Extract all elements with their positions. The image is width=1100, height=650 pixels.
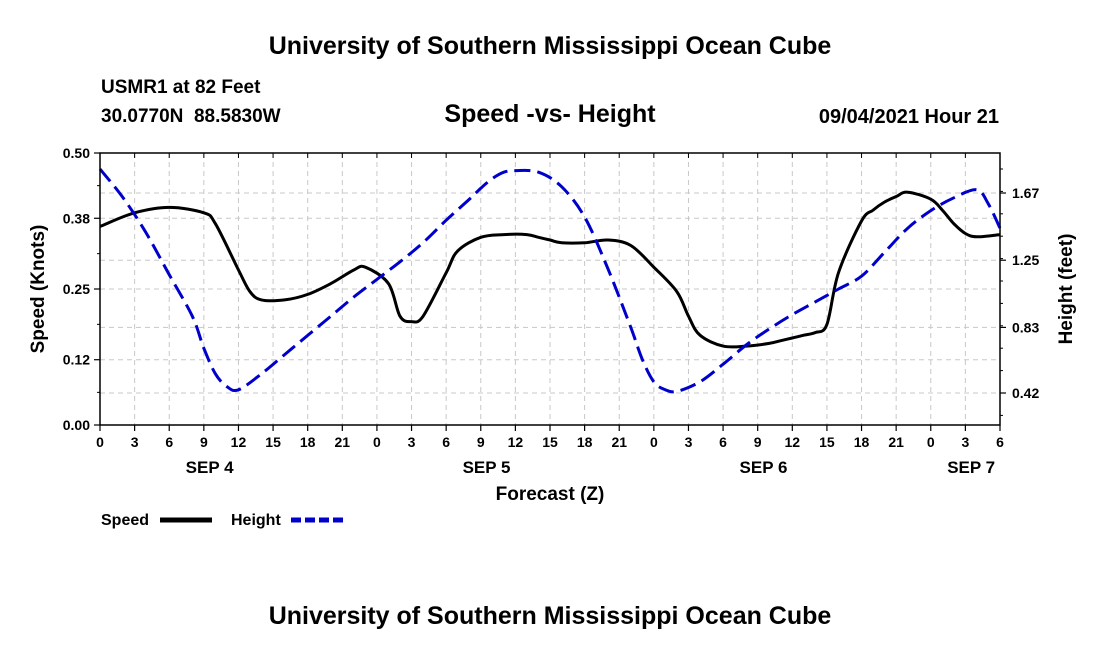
y-tick-label: 0.00 xyxy=(63,417,90,433)
y-tick-label: 0.38 xyxy=(63,210,90,226)
x-tick-label: 6 xyxy=(165,434,173,450)
x-tick-label: 0 xyxy=(96,434,104,450)
x-tick-label: 12 xyxy=(785,434,801,450)
x-tick-label: 3 xyxy=(408,434,416,450)
x-tick-label: 21 xyxy=(335,434,351,450)
chart-title: Speed -vs- Height xyxy=(444,100,656,128)
y2-tick-label: 1.67 xyxy=(1012,185,1039,201)
x-tick-label: 15 xyxy=(819,434,835,450)
x-tick-label: 15 xyxy=(265,434,281,450)
x-tick-label: 3 xyxy=(961,434,969,450)
datetime-label: 09/04/2021 Hour 21 xyxy=(818,106,999,128)
legend: Speed Height xyxy=(101,512,343,529)
x-tick-label: 9 xyxy=(477,434,485,450)
y-axis-label: Speed (Knots) xyxy=(28,225,49,354)
page-title-bottom: University of Southern Mississippi Ocean… xyxy=(268,602,832,630)
x-tick-label: 12 xyxy=(231,434,247,450)
x-tick-label: 21 xyxy=(888,434,904,450)
x-tick-label: 18 xyxy=(300,434,316,450)
x-tick-label: 6 xyxy=(442,434,450,450)
x-tick-label: 6 xyxy=(996,434,1004,450)
y-tick-label: 0.25 xyxy=(63,281,90,297)
x-tick-label: 0 xyxy=(373,434,381,450)
series-group xyxy=(98,168,1002,394)
coordinates-label: 30.0770N 88.5830W xyxy=(101,106,281,127)
x-tick-label: 6 xyxy=(719,434,727,450)
x-tick-label: 3 xyxy=(685,434,693,450)
series-line-speed xyxy=(99,190,1001,349)
tick-group: 0 3 6 9 12 15 18 21 0 3 6 9 12 15 18 21 0 3 6 9 12 15 18 21 0 3 6S… xyxy=(63,145,1040,477)
x-tick-label: 21 xyxy=(611,434,627,450)
y2-axis-label: Height (feet) xyxy=(1056,234,1077,345)
x-tick-label: 0 xyxy=(927,434,935,450)
x-tick-label: 9 xyxy=(754,434,762,450)
y-tick-label: 0.50 xyxy=(63,145,90,161)
y-tick-label: 0.12 xyxy=(63,352,90,368)
x-tick-label: 0 xyxy=(650,434,658,450)
x-tick-label: 15 xyxy=(542,434,558,450)
y2-tick-label: 0.83 xyxy=(1012,319,1039,335)
page-title-top: University of Southern Mississippi Ocean… xyxy=(268,32,832,60)
x-tick-label: 9 xyxy=(200,434,208,450)
station-label: USMR1 at 82 Feet xyxy=(101,77,261,98)
x-tick-label: 3 xyxy=(131,434,139,450)
x-tick-label: 18 xyxy=(854,434,870,450)
y2-tick-label: 0.42 xyxy=(1012,385,1039,401)
grid-lines xyxy=(100,153,1000,425)
x-tick-label: 18 xyxy=(577,434,593,450)
legend-label-speed: Speed xyxy=(101,512,149,529)
date-label: SEP 5 xyxy=(463,458,511,477)
legend-label-height: Height xyxy=(231,512,281,529)
date-label: SEP 6 xyxy=(740,458,788,477)
y2-tick-label: 1.25 xyxy=(1012,252,1039,268)
series-line-height xyxy=(98,168,1002,394)
date-label: SEP 7 xyxy=(947,458,995,477)
x-tick-label: 12 xyxy=(508,434,524,450)
date-label: SEP 4 xyxy=(186,458,234,477)
x-axis-label: Forecast (Z) xyxy=(496,484,605,505)
